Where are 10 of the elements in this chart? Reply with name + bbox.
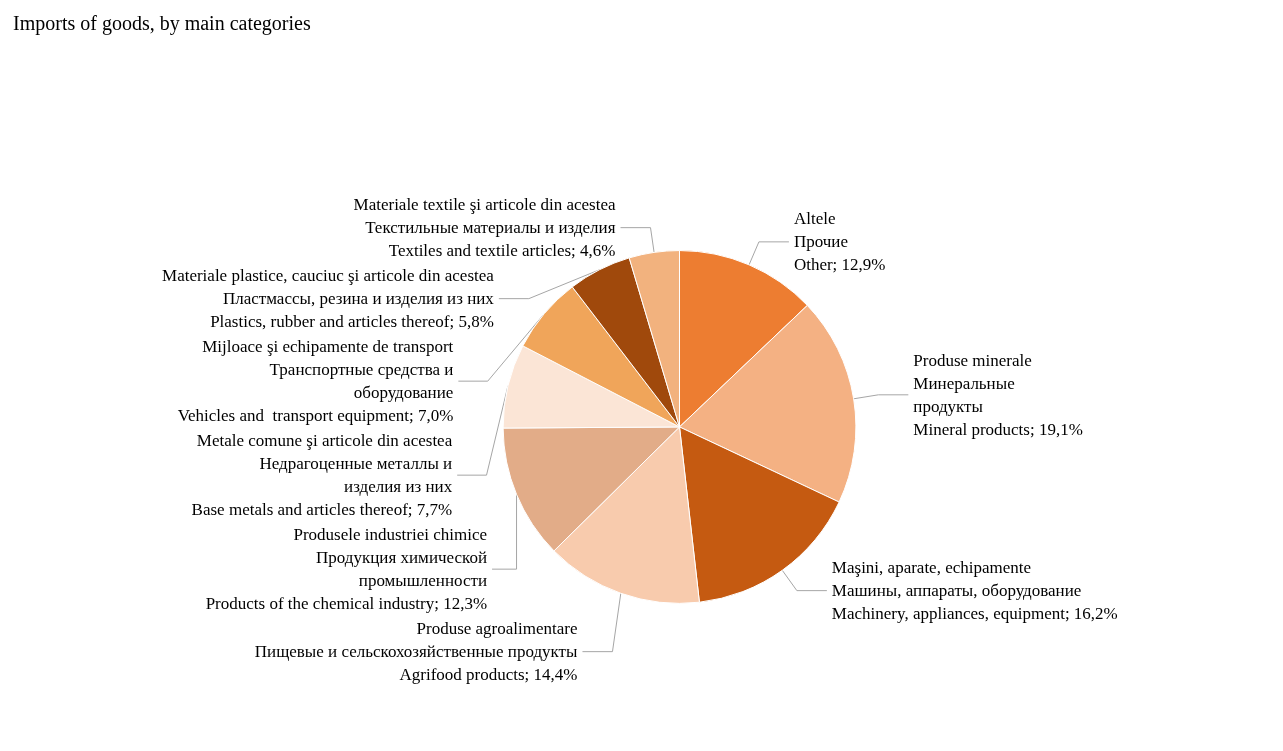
slice-label: Metale comune şi articole din acestea Недрагоценные металлы и изделия из них Base metals and articles thereof; 7,7%	[191, 431, 453, 520]
slice-label: Maşini, aparate, echipamente Машины, аппараты, оборудование Machinery, appliances, equipment; 16,2%	[831, 558, 1118, 624]
slice-label: Produse agroalimentare Пищевые и сельскохозяйственные продукты Agrifood products; 14,4%	[254, 619, 579, 685]
slice-label: Produsele industriei chimice Продукция химической промышленности Products of the chemical industry; 12,3%	[205, 525, 488, 614]
slice-label: Altele Прочие Other; 12,9%	[793, 209, 886, 275]
slice-label: Materiale plastice, cauciuc şi articole din acestea Пластмассы, резина и изделия из них Plastics, rubber and articles thereof; 5,8%	[162, 266, 495, 332]
slice-label: Mijloace şi echipamente de transport Транспортные средства и оборудование Vehicles and transport equipment; 7,0%	[177, 337, 454, 426]
slice-label: Produse minerale Минеральные продукты Mineral products; 19,1%	[913, 350, 1083, 439]
chart-title: Imports of goods, by main categories	[13, 12, 311, 35]
slice-label: Materiale textile şi articole din acestea Текстильные материалы и изделия Textiles and textile articles; 4,6%	[353, 195, 616, 261]
